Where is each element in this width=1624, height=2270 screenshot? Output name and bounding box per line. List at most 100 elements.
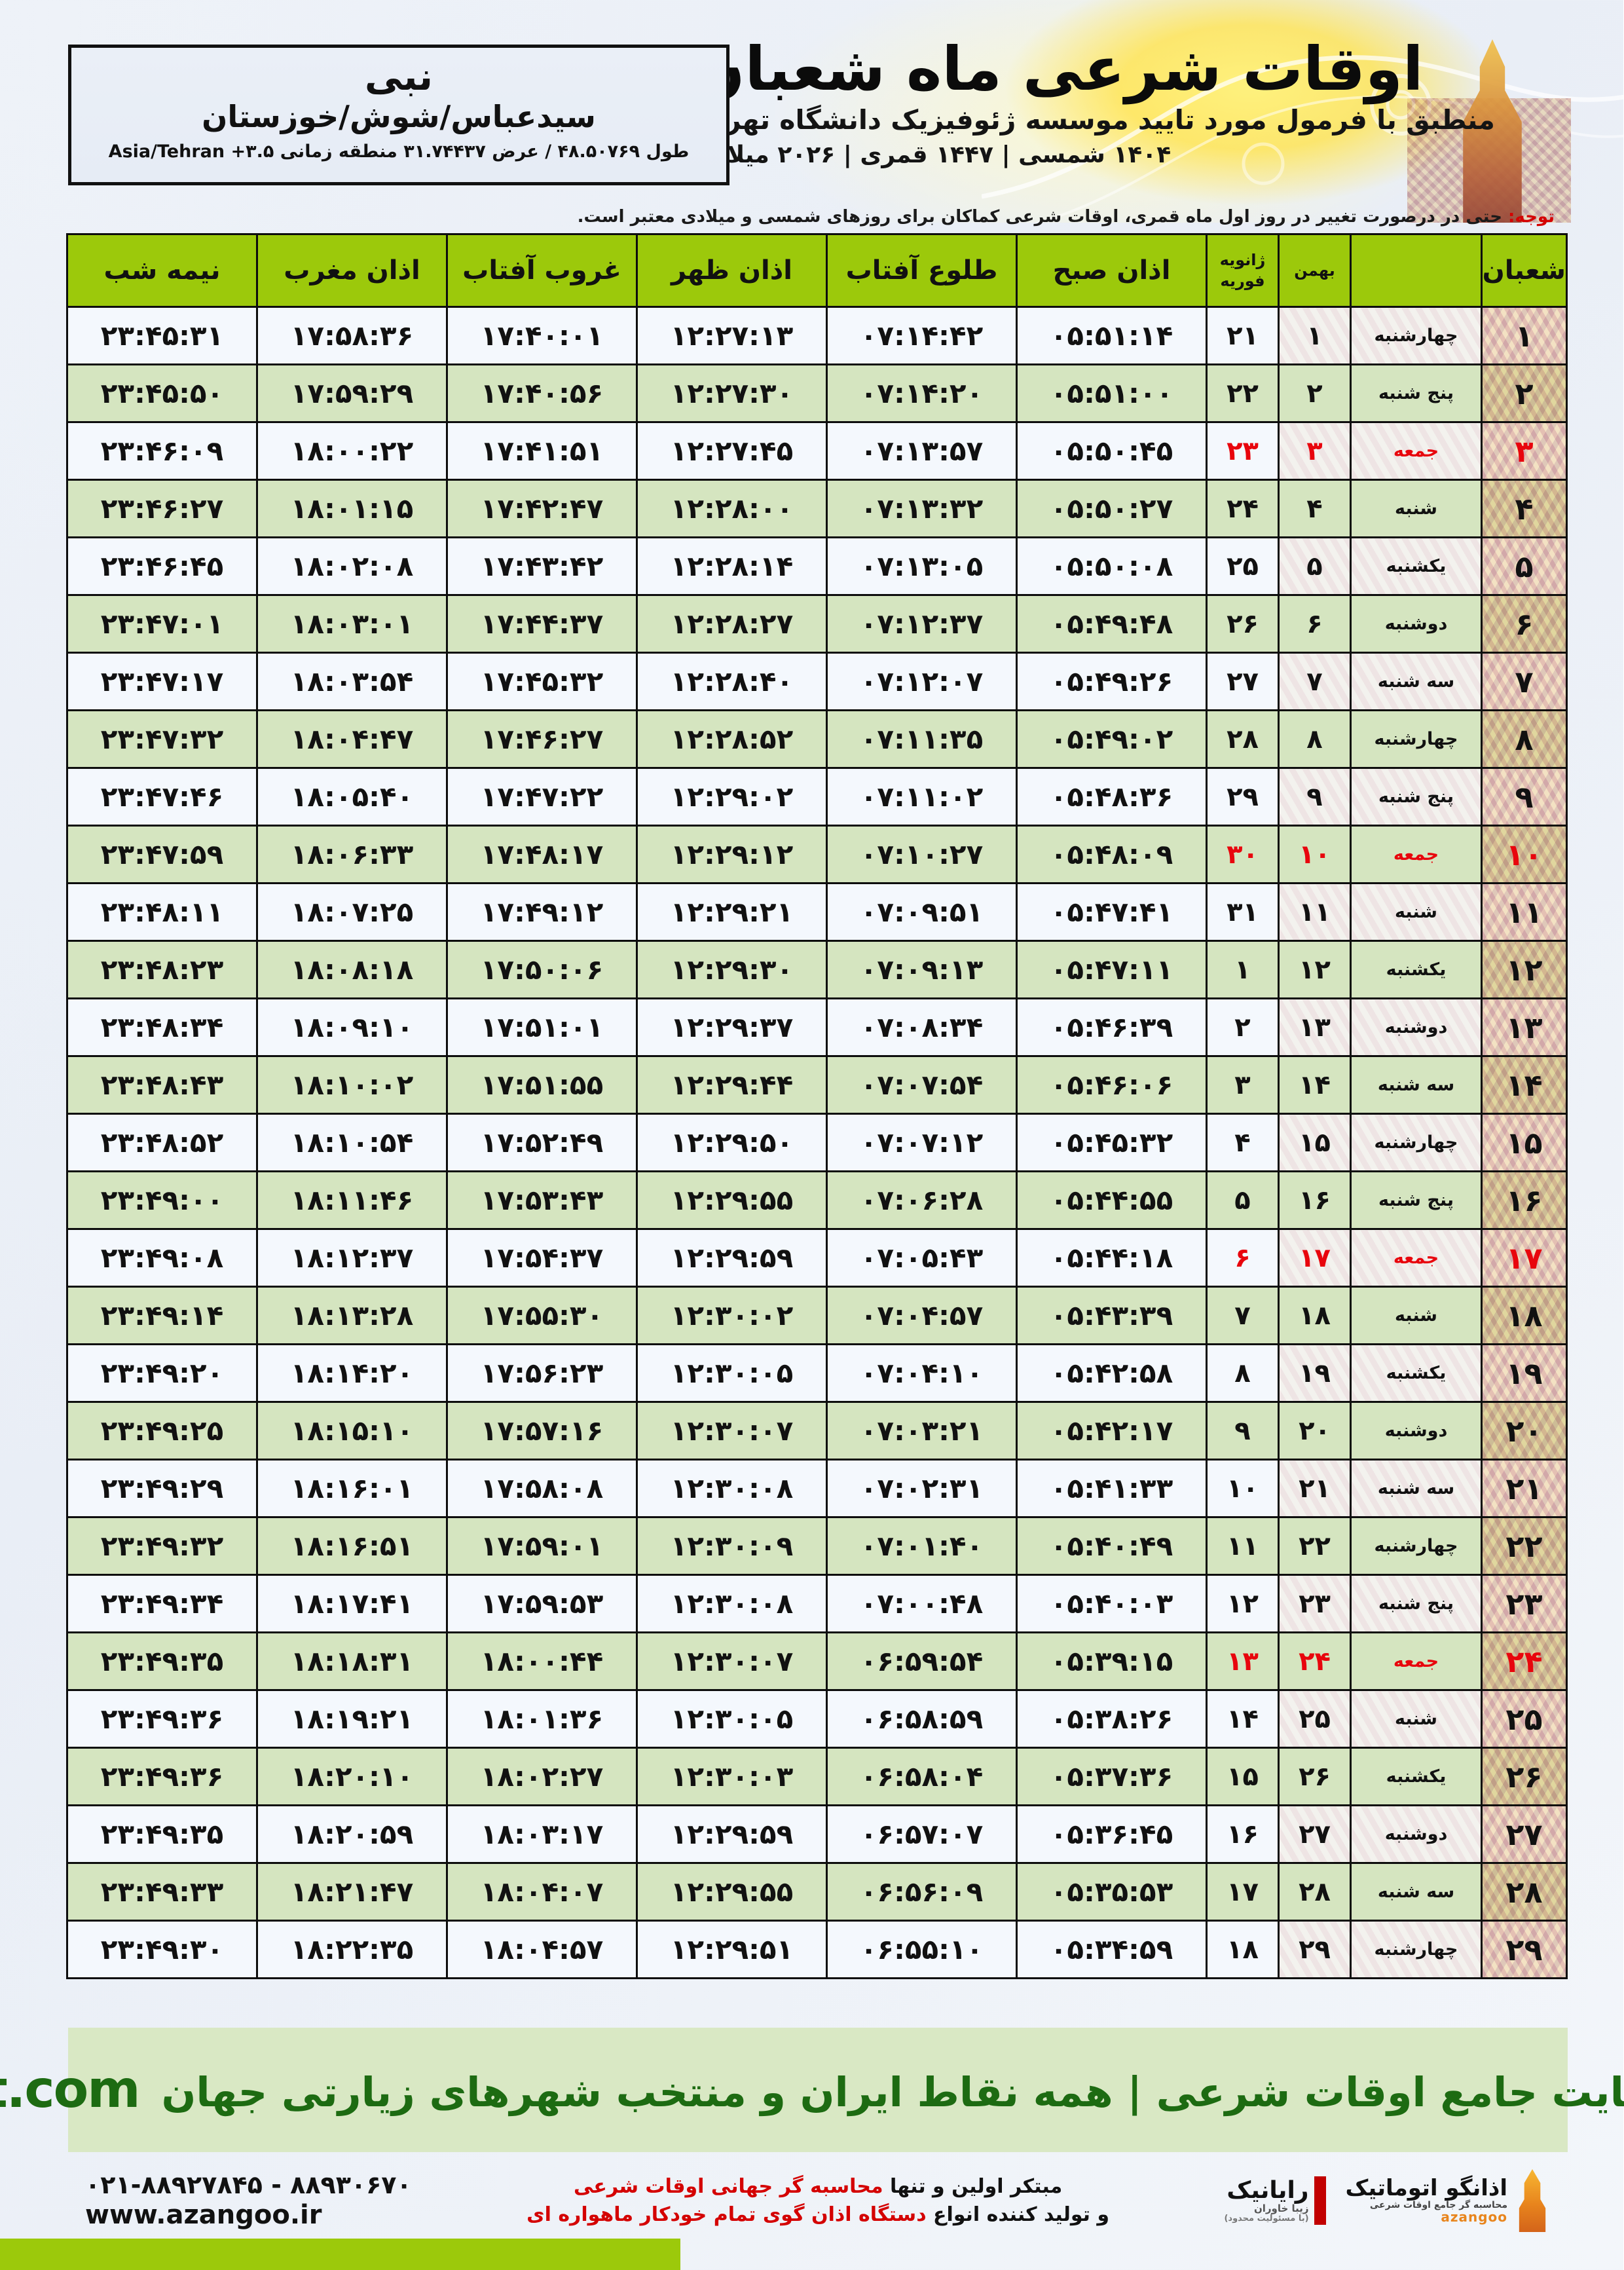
table-row: ۱۲ یکشنبه ۱۲ ۱ ۰۵:۴۷:۱۱ ۰۷:۰۹:۱۳ ۱۲:۲۹:۳۰ ۱۷:۵۰… <box>67 940 1568 999</box>
day-cell-sunset: ۱۸:۰۱:۳۶ <box>447 1689 638 1749</box>
day-cell-maghrib: ۱۸:۰۲:۰۸ <box>257 536 449 596</box>
day-cell-gregorian: ۱۵ <box>1206 1747 1280 1806</box>
day-cell-fajr: ۰۵:۴۳:۳۹ <box>1016 1286 1208 1345</box>
day-cell-maghrib: ۱۸:۱۴:۲۰ <box>257 1343 449 1403</box>
day-cell-midnight: ۲۳:۴۵:۵۰ <box>67 363 259 423</box>
table-row: ۱۶ پنج شنبه ۱۶ ۵ ۰۵:۴۴:۵۵ ۰۷:۰۶:۲۸ ۱۲:۲۹:۵۵ ۱۷:… <box>67 1170 1568 1230</box>
day-cell-fajr: ۰۵:۴۴:۵۵ <box>1016 1170 1208 1230</box>
day-cell-maghrib: ۱۸:۱۸:۳۱ <box>257 1631 449 1691</box>
day-cell-weekday: دوشنبه <box>1350 1804 1483 1864</box>
day-cell-bahman: ۱۴ <box>1278 1055 1352 1115</box>
day-cell-sunset: ۱۷:۵۲:۴۹ <box>447 1113 638 1172</box>
day-cell-bahman: ۲۸ <box>1278 1862 1352 1922</box>
day-cell-sunrise: ۰۷:۱۱:۰۲ <box>826 767 1018 827</box>
day-cell-fajr: ۰۵:۴۷:۱۱ <box>1016 940 1208 999</box>
day-cell-shaban: ۲۰ <box>1481 1401 1568 1461</box>
day-cell-gregorian: ۱۱ <box>1206 1516 1280 1576</box>
day-cell-sunset: ۱۷:۴۷:۲۲ <box>447 767 638 827</box>
day-cell-gregorian: ۱۳ <box>1206 1631 1280 1691</box>
day-cell-sunset: ۱۷:۴۳:۴۲ <box>447 536 638 596</box>
day-cell-maghrib: ۱۸:۰۶:۳۳ <box>257 825 449 884</box>
day-cell-midnight: ۲۳:۴۷:۴۶ <box>67 767 259 827</box>
day-cell-bahman: ۱۰ <box>1278 825 1352 884</box>
day-cell-midnight: ۲۳:۴۸:۱۱ <box>67 882 259 942</box>
day-cell-sunset: ۱۷:۵۰:۰۶ <box>447 940 638 999</box>
day-cell-dhuhr: ۱۲:۲۹:۱۲ <box>637 825 828 884</box>
azangoo-logo: اذانگو اتوماتیک محاسبه گر جامع اوقات شرع… <box>1346 2169 1551 2232</box>
col-header-weekday <box>1350 233 1483 308</box>
day-cell-bahman: ۲۹ <box>1278 1920 1352 1979</box>
day-cell-bahman: ۳ <box>1278 421 1352 481</box>
day-cell-gregorian: ۵ <box>1206 1170 1280 1230</box>
brand-tagline-block: مـواقیت | سایت جامع اوقات شرعی | همه نقا… <box>162 2062 1624 2118</box>
note-text: حتی در درصورت تغییر در روز اول ماه قمری،… <box>578 207 1509 227</box>
dome-icon <box>1519 2169 1547 2232</box>
day-cell-fajr: ۰۵:۴۸:۰۹ <box>1016 825 1208 884</box>
day-cell-fajr: ۰۵:۵۱:۱۴ <box>1016 306 1208 365</box>
day-cell-gregorian: ۱۰ <box>1206 1459 1280 1518</box>
day-cell-weekday: جمعه <box>1350 421 1483 481</box>
table-row: ۴ شنبه ۴ ۲۴ ۰۵:۵۰:۲۷ ۰۷:۱۳:۳۲ ۱۲:۲۸:۰۰ ۱۷:۴۲:۴۷… <box>67 479 1568 538</box>
day-cell-sunrise: ۰۷:۱۳:۵۷ <box>826 421 1018 481</box>
brand-footer: مـواقیت | سایت جامع اوقات شرعی | همه نقا… <box>0 2028 1624 2152</box>
col-header-maghrib: اذان مغرب <box>257 233 449 308</box>
day-cell-maghrib: ۱۸:۱۱:۴۶ <box>257 1170 449 1230</box>
day-cell-dhuhr: ۱۲:۲۸:۰۰ <box>637 479 828 538</box>
day-cell-gregorian: ۶ <box>1206 1228 1280 1288</box>
day-cell-weekday: پنج شنبه <box>1350 1574 1483 1633</box>
day-cell-sunrise: ۰۷:۰۵:۴۳ <box>826 1228 1018 1288</box>
day-cell-midnight: ۲۳:۴۹:۳۲ <box>67 1516 259 1576</box>
day-cell-maghrib: ۱۸:۲۰:۵۹ <box>257 1804 449 1864</box>
day-cell-sunset: ۱۸:۰۳:۱۷ <box>447 1804 638 1864</box>
day-cell-maghrib: ۱۸:۰۸:۱۸ <box>257 940 449 999</box>
day-cell-sunset: ۱۷:۴۱:۵۱ <box>447 421 638 481</box>
location-path: سیدعباس/شوش/خوزستان <box>202 98 597 134</box>
company-website[interactable]: www.azangoo.ir <box>86 2199 323 2230</box>
day-cell-shaban: ۲۲ <box>1481 1516 1568 1576</box>
day-cell-sunrise: ۰۷:۰۹:۵۱ <box>826 882 1018 942</box>
day-cell-midnight: ۲۳:۴۷:۰۱ <box>67 594 259 654</box>
day-cell-sunrise: ۰۷:۰۸:۳۴ <box>826 997 1018 1057</box>
day-cell-fajr: ۰۵:۴۷:۴۱ <box>1016 882 1208 942</box>
day-cell-maghrib: ۱۸:۰۳:۵۴ <box>257 652 449 711</box>
company-slogan: مبتکر اولین و تنها محاسبه گر جهانی اوقات… <box>527 2172 1110 2229</box>
day-cell-gregorian: ۱۲ <box>1206 1574 1280 1633</box>
day-cell-weekday: چهارشنبه <box>1350 1920 1483 1979</box>
day-cell-shaban: ۲۱ <box>1481 1459 1568 1518</box>
day-cell-dhuhr: ۱۲:۳۰:۰۳ <box>637 1747 828 1806</box>
day-cell-shaban: ۲ <box>1481 363 1568 423</box>
day-cell-gregorian: ۲۴ <box>1206 479 1280 538</box>
brand-url[interactable]: mavaqeet.com <box>0 2060 141 2119</box>
day-cell-dhuhr: ۱۲:۳۰:۰۸ <box>637 1574 828 1633</box>
day-cell-fajr: ۰۵:۴۸:۳۶ <box>1016 767 1208 827</box>
day-cell-fajr: ۰۵:۴۰:۴۹ <box>1016 1516 1208 1576</box>
day-cell-bahman: ۲۱ <box>1278 1459 1352 1518</box>
day-cell-sunrise: ۰۷:۰۴:۵۷ <box>826 1286 1018 1345</box>
day-cell-shaban: ۱۷ <box>1481 1228 1568 1288</box>
azangoo-logo-en: azangoo <box>1441 2208 1508 2225</box>
day-cell-maghrib: ۱۸:۱۰:۰۲ <box>257 1055 449 1115</box>
day-cell-sunset: ۱۷:۴۰:۰۱ <box>447 306 638 365</box>
day-cell-fajr: ۰۵:۴۱:۳۳ <box>1016 1459 1208 1518</box>
day-cell-weekday: چهارشنبه <box>1350 306 1483 365</box>
col-header-sunset: غروب آفتاب <box>447 233 638 308</box>
day-cell-maghrib: ۱۸:۰۱:۱۵ <box>257 479 449 538</box>
day-cell-dhuhr: ۱۲:۲۹:۴۴ <box>637 1055 828 1115</box>
day-cell-sunrise: ۰۷:۱۳:۰۵ <box>826 536 1018 596</box>
day-cell-bahman: ۱۸ <box>1278 1286 1352 1345</box>
day-cell-shaban: ۱۳ <box>1481 997 1568 1057</box>
day-cell-dhuhr: ۱۲:۳۰:۰۵ <box>637 1343 828 1403</box>
day-cell-sunrise: ۰۷:۱۱:۳۵ <box>826 709 1018 769</box>
day-cell-gregorian: ۲۶ <box>1206 594 1280 654</box>
table-row: ۲۶ یکشنبه ۲۶ ۱۵ ۰۵:۳۷:۳۶ ۰۶:۵۸:۰۴ ۱۲:۳۰:۰۳ ۱۸:۰… <box>67 1747 1568 1806</box>
brand-tagline: | سایت جامع اوقات شرعی | همه نقاط ایران … <box>162 2068 1624 2116</box>
header-swirl-ornament <box>982 55 1624 223</box>
day-cell-sunrise: ۰۷:۱۰:۲۷ <box>826 825 1018 884</box>
day-cell-shaban: ۱۱ <box>1481 882 1568 942</box>
day-cell-sunrise: ۰۷:۰۰:۴۸ <box>826 1574 1018 1633</box>
day-cell-gregorian: ۳ <box>1206 1055 1280 1115</box>
day-cell-midnight: ۲۳:۴۷:۱۷ <box>67 652 259 711</box>
table-row: ۳ جمعه ۳ ۲۳ ۰۵:۵۰:۴۵ ۰۷:۱۳:۵۷ ۱۲:۲۷:۴۵ ۱۷:۴۱:۵۱… <box>67 421 1568 481</box>
day-cell-fajr: ۰۵:۳۷:۳۶ <box>1016 1747 1208 1806</box>
day-cell-dhuhr: ۱۲:۳۰:۰۷ <box>637 1401 828 1461</box>
